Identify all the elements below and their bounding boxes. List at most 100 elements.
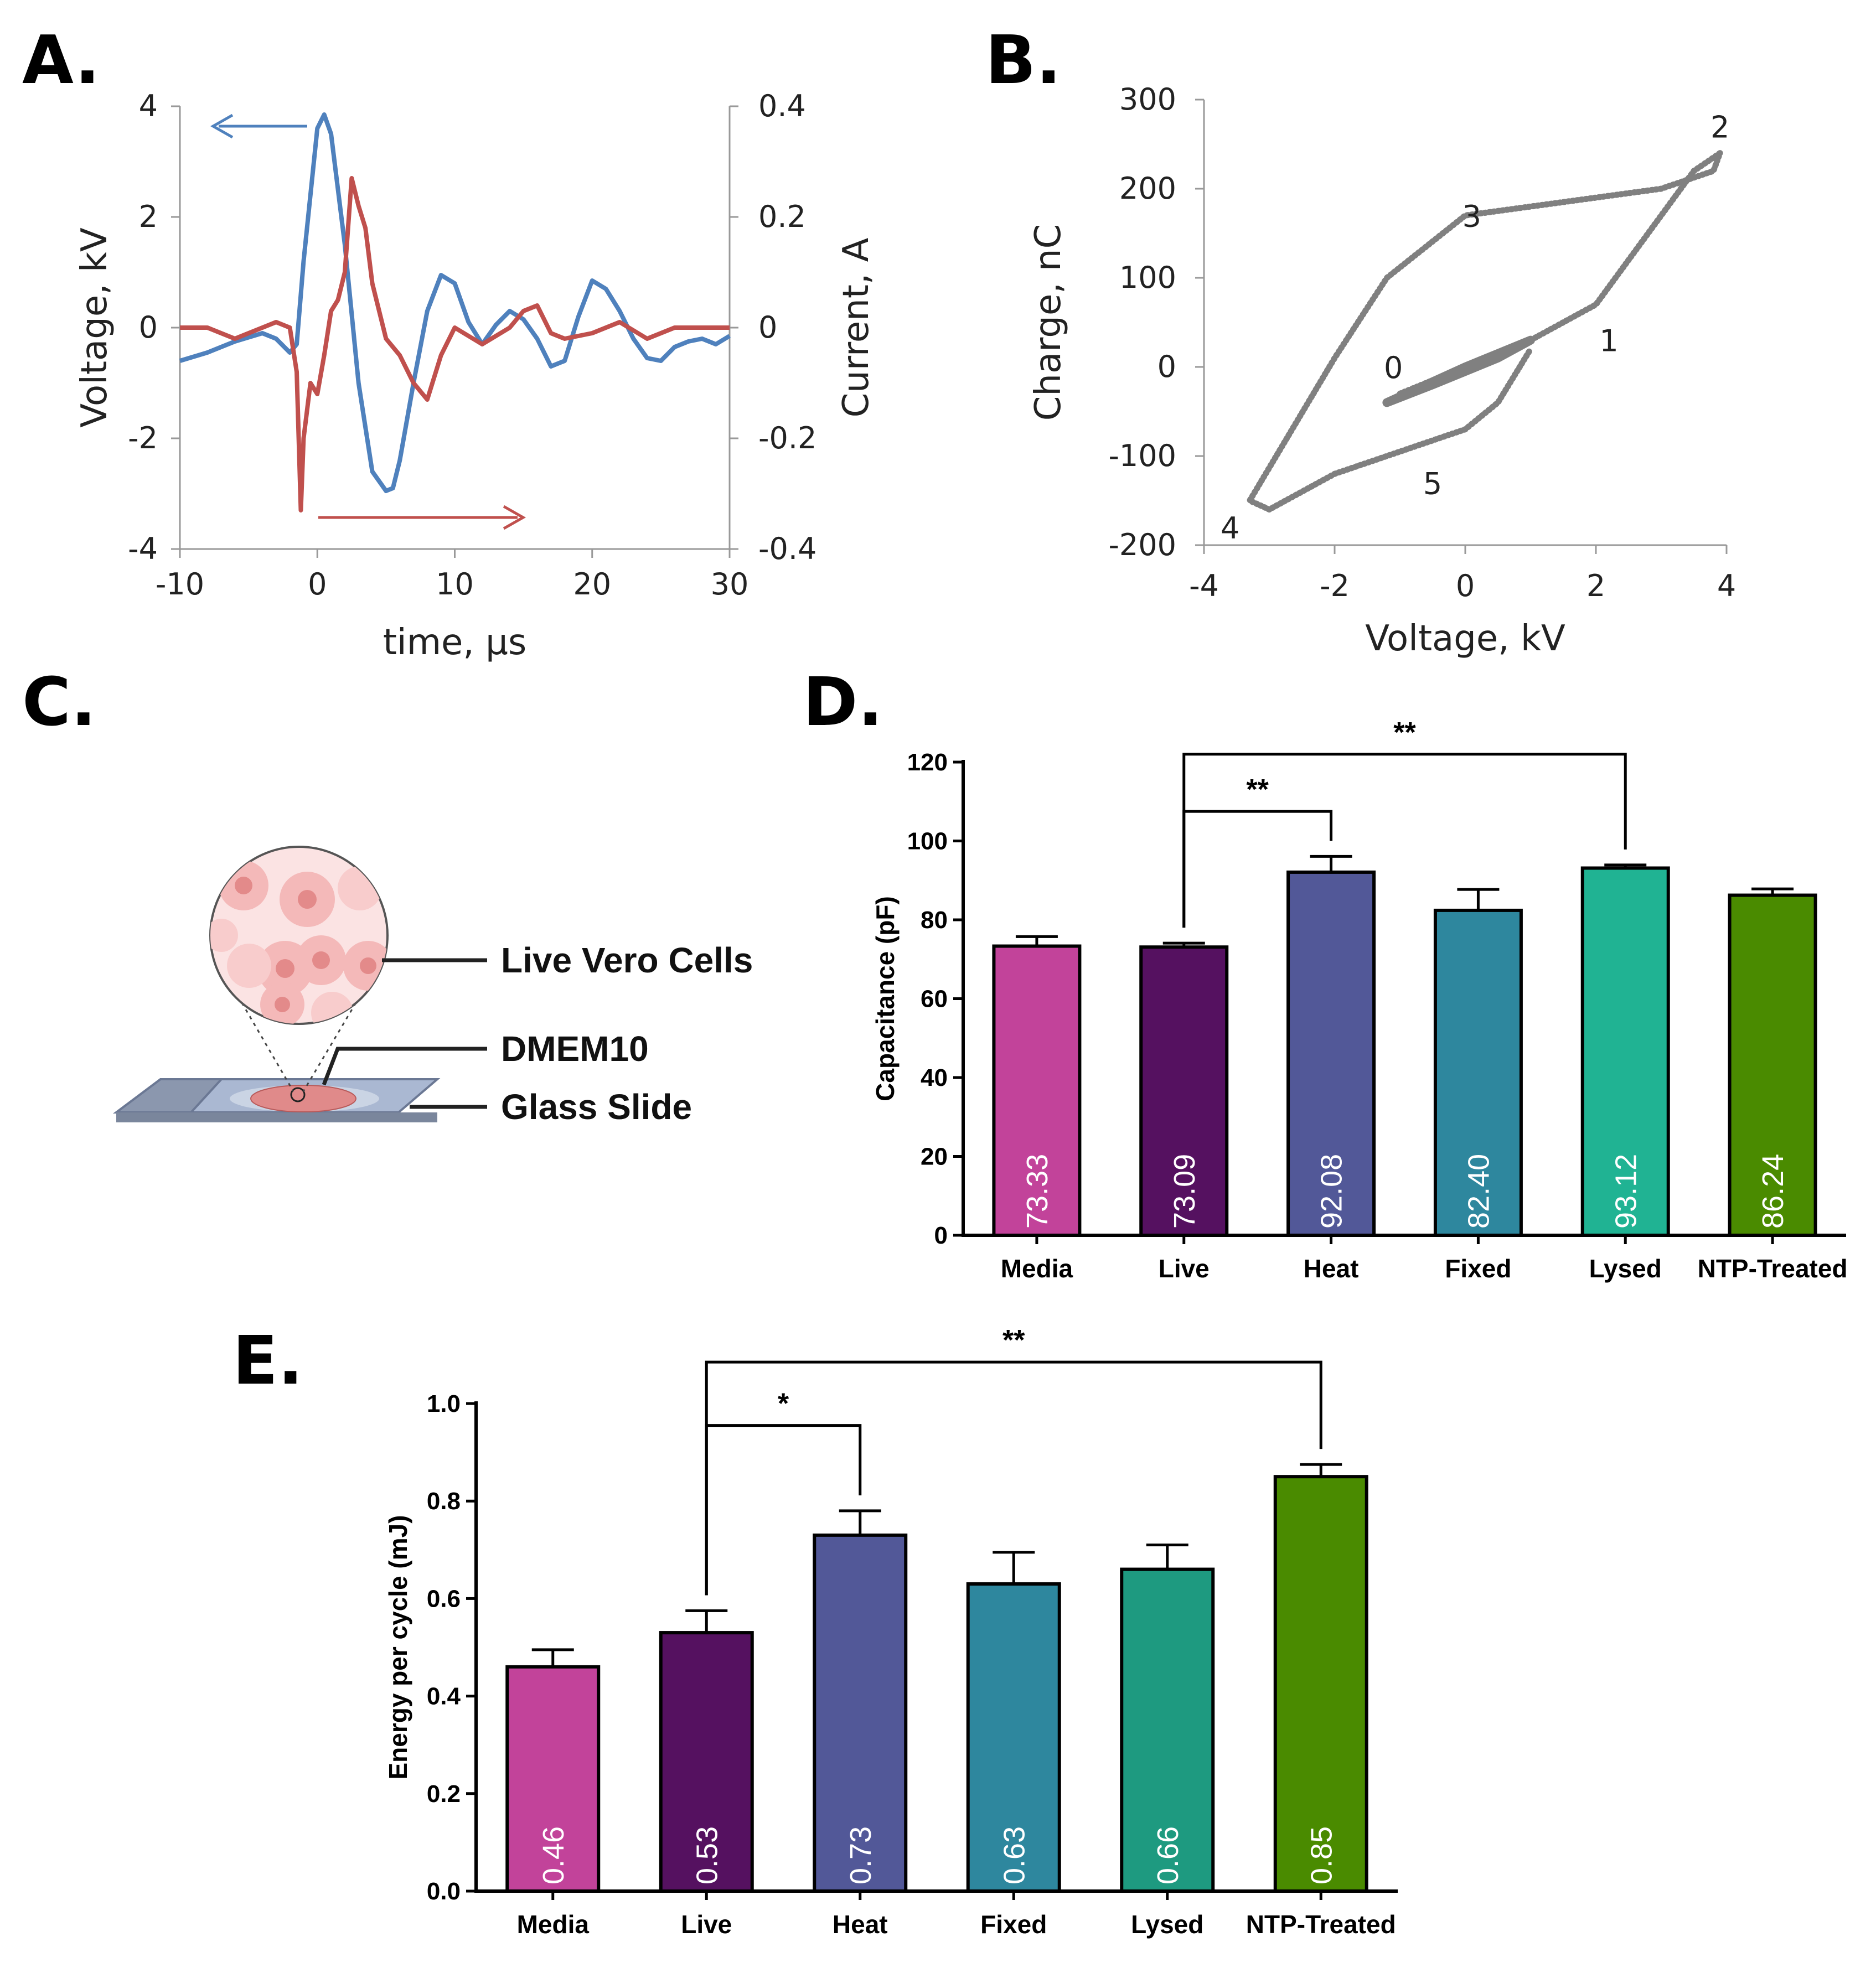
d-ytick-label: 40 [921, 1064, 948, 1091]
e-bar-live [659, 1631, 754, 1893]
a-ytick-label: 0 [139, 310, 158, 345]
d-category-label: NTP-Treated [1698, 1254, 1848, 1283]
vero-cells-icon [210, 861, 387, 1024]
e-value-label: 0.85 [1305, 1826, 1338, 1884]
d-ytick-label: 100 [907, 828, 948, 855]
b-point-label: 0 [1384, 350, 1403, 385]
b-xtick-label: 4 [1717, 568, 1736, 603]
chart-d-capacitance: 0 20 40 60 80 100 120 Capacitance (pF) 73.33 Medi… [871, 717, 1848, 1283]
a-y2tick-label: 0 [758, 310, 777, 345]
b-xtick-label: 0 [1456, 568, 1475, 603]
d-ytick-label: 0 [934, 1222, 948, 1249]
a-arrow-current-head [503, 505, 526, 530]
d-significance-bracket [1182, 753, 1627, 928]
e-category-label: Live [681, 1910, 732, 1939]
a-x-axis-title: time, µs [383, 622, 526, 663]
e-category-label: NTP-Treated [1246, 1910, 1396, 1939]
e-value-label: 0.53 [690, 1826, 723, 1884]
d-significance-label: ** [1393, 717, 1416, 749]
panel-label-b: B. [985, 22, 1061, 99]
e-bar-media [505, 1665, 601, 1893]
a-ytick-label: 4 [139, 89, 158, 123]
d-value-label: 92.08 [1315, 1154, 1348, 1229]
d-value-label: 73.09 [1168, 1154, 1201, 1229]
d-bar-fixed [1433, 908, 1523, 1237]
d-category-label: Fixed [1445, 1254, 1511, 1283]
d-value-label: 73.33 [1021, 1154, 1054, 1229]
a-y2tick-label: -0.4 [758, 531, 816, 566]
e-value-label: 0.63 [998, 1826, 1031, 1884]
a-y-axis-title: Voltage, kV [74, 227, 115, 428]
a-y2tick-label: 0.2 [758, 199, 806, 234]
d-significance-label: ** [1246, 774, 1269, 806]
b-point-label: 2 [1710, 110, 1729, 144]
e-value-label: 0.73 [844, 1826, 877, 1884]
b-xtick-label: 2 [1586, 568, 1605, 603]
b-point-label: 3 [1462, 199, 1481, 234]
e-significance-bracket [705, 1360, 1322, 1596]
e-value-label: 0.46 [537, 1826, 570, 1884]
e-ytick-label: 0.0 [427, 1878, 461, 1905]
a-xtick-label: 20 [573, 567, 611, 602]
a-xtick-label: -10 [156, 567, 204, 602]
d-bar-ntp-treated [1728, 893, 1817, 1237]
b-inner-loop [1382, 335, 1535, 407]
callout-glass-slide: Glass Slide [501, 1087, 692, 1127]
a-y2tick-label: -0.2 [758, 421, 816, 455]
a-voltage-line [179, 112, 731, 493]
callout-live-vero-cells: Live Vero Cells [501, 940, 753, 980]
d-value-label: 93.12 [1609, 1154, 1642, 1229]
e-value-label: 0.66 [1151, 1826, 1185, 1884]
diagram-c-slide: Live Vero Cells DMEM10 Glass Slide [113, 846, 753, 1127]
glass-slide-edge [116, 1112, 437, 1122]
b-ytick-label: 100 [1119, 260, 1176, 295]
b-xtick-label: -4 [1189, 568, 1219, 603]
b-ytick-label: -200 [1108, 527, 1176, 562]
e-ytick-label: 0.4 [427, 1683, 461, 1710]
b-point-label: 5 [1423, 466, 1442, 501]
d-y-axis-title: Capacitance (pF) [871, 896, 900, 1101]
callout-dmem10: DMEM10 [501, 1029, 649, 1069]
a-y2-axis-title: Current, A [836, 237, 877, 417]
panel-label-c: C. [22, 664, 96, 741]
e-category-label: Fixed [980, 1910, 1047, 1939]
e-category-label: Lysed [1131, 1910, 1203, 1939]
d-ytick-label: 20 [921, 1143, 948, 1171]
a-xtick-label: 10 [436, 567, 474, 602]
e-category-label: Media [517, 1910, 590, 1939]
chart-a-voltage-current: -4 -2 0 2 4 -0.4 -0.2 0 0.2 0.4 -10 0 10 20 30 time, µs… [74, 89, 877, 663]
panel-label-a: A. [22, 22, 100, 99]
b-y-axis-title: Charge, nC [1028, 224, 1069, 421]
e-ytick-label: 0.6 [427, 1585, 461, 1612]
d-category-label: Media [1001, 1254, 1073, 1283]
chart-e-energy: 0.0 0.2 0.4 0.6 0.8 1.0 Energy per cycle (mJ) 0… [384, 1324, 1398, 1939]
a-y2tick-label: 0.4 [758, 89, 806, 123]
e-significance-label: ** [1002, 1324, 1025, 1356]
b-ytick-label: 0 [1157, 349, 1176, 384]
a-xtick-label: 30 [711, 567, 749, 602]
a-ytick-label: 2 [139, 199, 158, 234]
d-bar-live [1139, 945, 1229, 1237]
b-point-label: 4 [1221, 511, 1239, 546]
a-ytick-label: -4 [128, 531, 158, 566]
a-xtick-label: 0 [308, 567, 327, 602]
d-value-label: 86.24 [1756, 1154, 1790, 1229]
panel-label-e: E. [232, 1323, 303, 1400]
b-ytick-label: 200 [1119, 171, 1176, 206]
e-significance-label: * [778, 1388, 789, 1420]
a-ytick-label: -2 [128, 421, 158, 455]
e-ytick-label: 0.8 [427, 1488, 461, 1515]
e-y-axis-title: Energy per cycle (mJ) [384, 1515, 412, 1779]
b-ytick-label: 300 [1119, 82, 1176, 117]
b-x-axis-title: Voltage, kV [1365, 618, 1565, 659]
d-ytick-label: 80 [921, 907, 948, 934]
d-category-label: Live [1159, 1254, 1210, 1283]
e-bar-ntp-treated [1273, 1475, 1368, 1893]
b-xtick-label: -2 [1320, 568, 1350, 603]
zoom-origin-icon [290, 1087, 306, 1102]
chart-b-charge-voltage: -200 -100 0 100 200 300 -4 -2 0 2 4 Voltage, kV Char… [1028, 82, 1736, 659]
a-current-line [180, 176, 730, 512]
e-bar-fixed [966, 1582, 1061, 1893]
d-ytick-label: 120 [907, 749, 948, 776]
